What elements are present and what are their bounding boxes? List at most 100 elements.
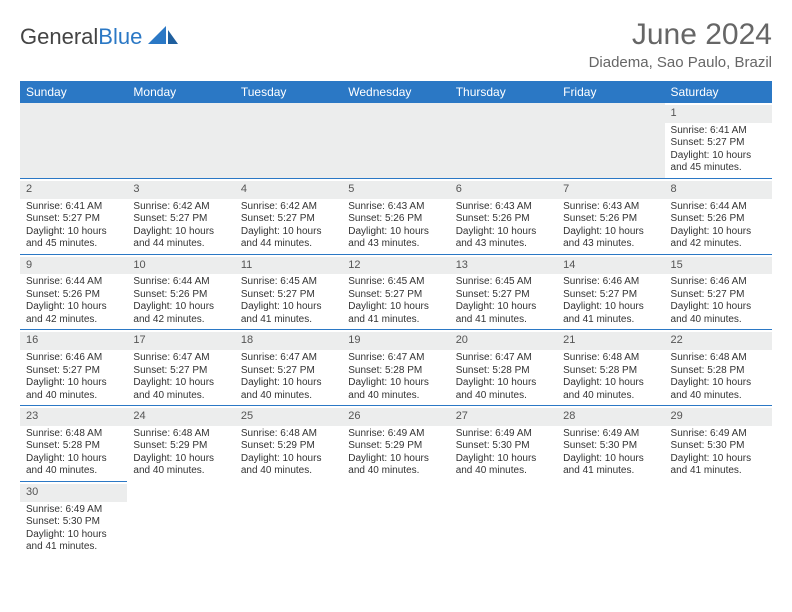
daylight-text: Daylight: 10 hours	[241, 226, 336, 239]
day-number: 17	[127, 332, 234, 350]
weekday-header-row: Sunday Monday Tuesday Wednesday Thursday…	[20, 81, 772, 103]
sunrise-text: Sunrise: 6:44 AM	[671, 201, 766, 214]
sunrise-text: Sunrise: 6:49 AM	[671, 428, 766, 441]
daylight-text: and 42 minutes.	[26, 314, 121, 327]
daylight-text: Daylight: 10 hours	[456, 377, 551, 390]
day-number: 23	[20, 408, 127, 426]
daylight-text: Daylight: 10 hours	[26, 377, 121, 390]
calendar-day-cell: 18Sunrise: 6:47 AMSunset: 5:27 PMDayligh…	[235, 330, 342, 406]
calendar-day-cell	[342, 481, 449, 556]
sunset-text: Sunset: 5:28 PM	[456, 365, 551, 378]
calendar-day-cell: 24Sunrise: 6:48 AMSunset: 5:29 PMDayligh…	[127, 406, 234, 482]
daylight-text: and 44 minutes.	[133, 238, 228, 251]
daylight-text: Daylight: 10 hours	[563, 377, 658, 390]
day-number: 5	[342, 181, 449, 199]
daylight-text: Daylight: 10 hours	[348, 377, 443, 390]
weekday-header: Wednesday	[342, 81, 449, 103]
calendar-day-cell	[557, 103, 664, 178]
title-block: June 2024 Diadema, Sao Paulo, Brazil	[589, 18, 772, 71]
daylight-text: and 44 minutes.	[241, 238, 336, 251]
sunset-text: Sunset: 5:26 PM	[563, 213, 658, 226]
calendar-day-cell: 15Sunrise: 6:46 AMSunset: 5:27 PMDayligh…	[665, 254, 772, 330]
day-number: 16	[20, 332, 127, 350]
day-number: 25	[235, 408, 342, 426]
daylight-text: and 40 minutes.	[563, 390, 658, 403]
sunset-text: Sunset: 5:30 PM	[26, 516, 121, 529]
calendar-day-cell: 23Sunrise: 6:48 AMSunset: 5:28 PMDayligh…	[20, 406, 127, 482]
daylight-text: and 40 minutes.	[671, 314, 766, 327]
daylight-text: Daylight: 10 hours	[456, 226, 551, 239]
daylight-text: Daylight: 10 hours	[133, 453, 228, 466]
calendar-day-cell: 30Sunrise: 6:49 AMSunset: 5:30 PMDayligh…	[20, 481, 127, 556]
daylight-text: Daylight: 10 hours	[241, 453, 336, 466]
daylight-text: Daylight: 10 hours	[348, 453, 443, 466]
day-number: 8	[665, 181, 772, 199]
calendar-day-cell	[235, 103, 342, 178]
sunrise-text: Sunrise: 6:44 AM	[133, 276, 228, 289]
daylight-text: and 42 minutes.	[671, 238, 766, 251]
day-number: 12	[342, 257, 449, 275]
daylight-text: and 40 minutes.	[26, 465, 121, 478]
daylight-text: Daylight: 10 hours	[133, 377, 228, 390]
sunset-text: Sunset: 5:27 PM	[671, 289, 766, 302]
sunrise-text: Sunrise: 6:47 AM	[241, 352, 336, 365]
calendar-day-cell: 7Sunrise: 6:43 AMSunset: 5:26 PMDaylight…	[557, 178, 664, 254]
sunrise-text: Sunrise: 6:48 AM	[133, 428, 228, 441]
sunrise-text: Sunrise: 6:46 AM	[26, 352, 121, 365]
calendar-day-cell: 8Sunrise: 6:44 AMSunset: 5:26 PMDaylight…	[665, 178, 772, 254]
daylight-text: and 45 minutes.	[26, 238, 121, 251]
daylight-text: and 45 minutes.	[671, 162, 766, 175]
calendar-day-cell: 17Sunrise: 6:47 AMSunset: 5:27 PMDayligh…	[127, 330, 234, 406]
day-number: 30	[20, 484, 127, 502]
sunset-text: Sunset: 5:26 PM	[26, 289, 121, 302]
day-number: 2	[20, 181, 127, 199]
calendar-day-cell: 13Sunrise: 6:45 AMSunset: 5:27 PMDayligh…	[450, 254, 557, 330]
page-header: GeneralBlue June 2024 Diadema, Sao Paulo…	[20, 18, 772, 71]
sunset-text: Sunset: 5:27 PM	[241, 365, 336, 378]
daylight-text: and 40 minutes.	[456, 390, 551, 403]
daylight-text: Daylight: 10 hours	[26, 453, 121, 466]
daylight-text: Daylight: 10 hours	[671, 377, 766, 390]
day-number: 15	[665, 257, 772, 275]
sunset-text: Sunset: 5:27 PM	[456, 289, 551, 302]
daylight-text: and 40 minutes.	[671, 390, 766, 403]
sunset-text: Sunset: 5:30 PM	[456, 440, 551, 453]
calendar-day-cell: 6Sunrise: 6:43 AMSunset: 5:26 PMDaylight…	[450, 178, 557, 254]
day-number: 6	[450, 181, 557, 199]
sunset-text: Sunset: 5:28 PM	[348, 365, 443, 378]
day-number: 10	[127, 257, 234, 275]
daylight-text: Daylight: 10 hours	[348, 226, 443, 239]
daylight-text: and 40 minutes.	[133, 465, 228, 478]
daylight-text: and 40 minutes.	[456, 465, 551, 478]
brand-name-b: Blue	[98, 24, 142, 49]
daylight-text: and 41 minutes.	[563, 314, 658, 327]
calendar-day-cell: 3Sunrise: 6:42 AMSunset: 5:27 PMDaylight…	[127, 178, 234, 254]
calendar-day-cell: 22Sunrise: 6:48 AMSunset: 5:28 PMDayligh…	[665, 330, 772, 406]
day-number: 18	[235, 332, 342, 350]
daylight-text: and 40 minutes.	[133, 390, 228, 403]
sunset-text: Sunset: 5:27 PM	[563, 289, 658, 302]
calendar-day-cell: 29Sunrise: 6:49 AMSunset: 5:30 PMDayligh…	[665, 406, 772, 482]
daylight-text: and 41 minutes.	[456, 314, 551, 327]
calendar-day-cell	[127, 103, 234, 178]
daylight-text: and 43 minutes.	[348, 238, 443, 251]
sunrise-text: Sunrise: 6:49 AM	[456, 428, 551, 441]
calendar-day-cell	[557, 481, 664, 556]
brand-name-a: General	[20, 24, 98, 49]
day-number: 7	[557, 181, 664, 199]
day-number: 28	[557, 408, 664, 426]
daylight-text: Daylight: 10 hours	[26, 226, 121, 239]
day-number: 3	[127, 181, 234, 199]
sunrise-text: Sunrise: 6:48 AM	[563, 352, 658, 365]
daylight-text: Daylight: 10 hours	[348, 301, 443, 314]
day-number: 11	[235, 257, 342, 275]
month-title: June 2024	[589, 18, 772, 52]
calendar-day-cell: 12Sunrise: 6:45 AMSunset: 5:27 PMDayligh…	[342, 254, 449, 330]
sunrise-text: Sunrise: 6:43 AM	[348, 201, 443, 214]
calendar-day-cell: 26Sunrise: 6:49 AMSunset: 5:29 PMDayligh…	[342, 406, 449, 482]
sunset-text: Sunset: 5:27 PM	[133, 213, 228, 226]
sunset-text: Sunset: 5:27 PM	[26, 213, 121, 226]
sunrise-text: Sunrise: 6:49 AM	[348, 428, 443, 441]
calendar-week-row: 9Sunrise: 6:44 AMSunset: 5:26 PMDaylight…	[20, 254, 772, 330]
daylight-text: and 40 minutes.	[241, 390, 336, 403]
